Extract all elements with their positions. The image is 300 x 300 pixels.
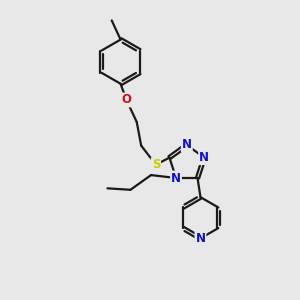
Text: O: O: [122, 93, 131, 106]
Text: N: N: [171, 172, 181, 184]
Text: S: S: [152, 158, 160, 171]
Text: N: N: [182, 139, 192, 152]
Text: N: N: [199, 151, 209, 164]
Text: N: N: [196, 232, 206, 245]
